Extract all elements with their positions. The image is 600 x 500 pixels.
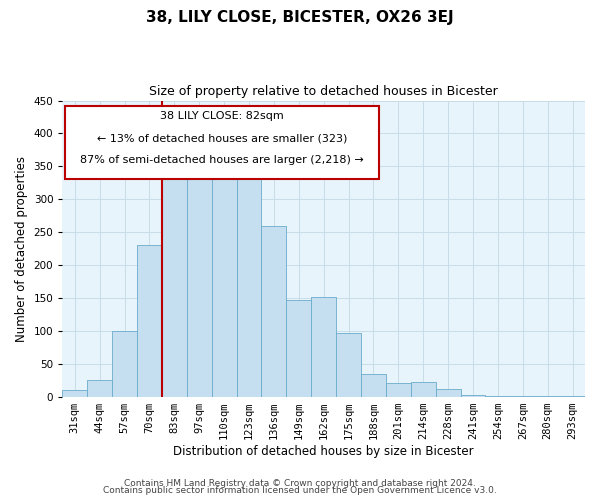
Text: 87% of semi-detached houses are larger (2,218) →: 87% of semi-detached houses are larger (… — [80, 156, 364, 166]
Bar — [461, 394, 485, 396]
Bar — [311, 296, 336, 396]
Text: Contains public sector information licensed under the Open Government Licence v3: Contains public sector information licen… — [103, 486, 497, 495]
Bar — [137, 246, 162, 396]
Text: 38, LILY CLOSE, BICESTER, OX26 3EJ: 38, LILY CLOSE, BICESTER, OX26 3EJ — [146, 10, 454, 25]
Text: 38 LILY CLOSE: 82sqm: 38 LILY CLOSE: 82sqm — [160, 111, 284, 121]
Bar — [212, 151, 236, 396]
Text: ← 13% of detached houses are smaller (323): ← 13% of detached houses are smaller (32… — [97, 133, 347, 143]
Bar — [112, 331, 137, 396]
Bar — [411, 382, 436, 396]
Bar — [62, 390, 87, 396]
Text: Contains HM Land Registry data © Crown copyright and database right 2024.: Contains HM Land Registry data © Crown c… — [124, 478, 476, 488]
Bar — [187, 153, 212, 396]
Title: Size of property relative to detached houses in Bicester: Size of property relative to detached ho… — [149, 85, 498, 98]
Bar — [361, 374, 386, 396]
Bar — [286, 300, 311, 396]
Y-axis label: Number of detached properties: Number of detached properties — [15, 156, 28, 342]
Bar — [386, 383, 411, 396]
Bar — [162, 158, 187, 396]
Bar — [336, 333, 361, 396]
Bar — [262, 226, 286, 396]
FancyBboxPatch shape — [65, 106, 379, 179]
Bar — [236, 162, 262, 396]
Bar — [87, 380, 112, 396]
X-axis label: Distribution of detached houses by size in Bicester: Distribution of detached houses by size … — [173, 444, 474, 458]
Bar — [436, 390, 461, 396]
